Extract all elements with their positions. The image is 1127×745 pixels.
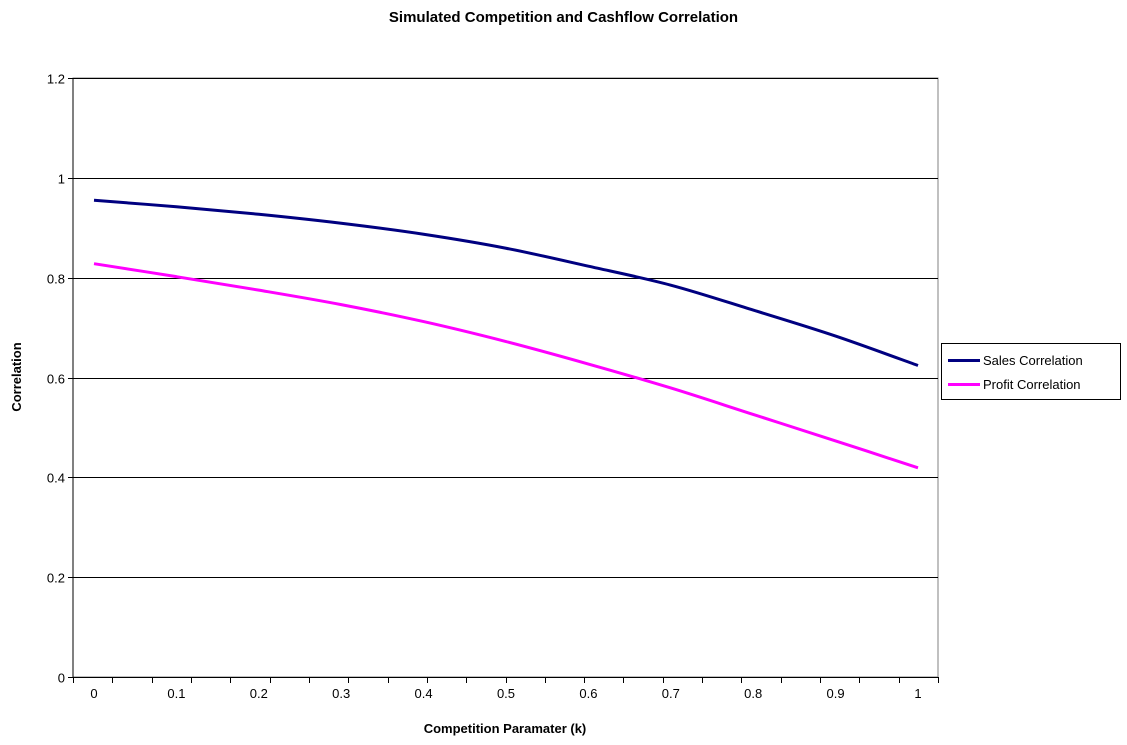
y-tick-label: 0.2 <box>47 571 65 586</box>
x-tick-label: 0 <box>90 686 97 701</box>
x-tick-label: 0.7 <box>662 686 680 701</box>
legend-label-profit: Profit Correlation <box>983 376 1081 392</box>
y-tick-label: 0.8 <box>47 272 65 287</box>
x-tick-label: 0.5 <box>497 686 515 701</box>
x-tick-label: 0.8 <box>744 686 762 701</box>
x-tick-label: 0.1 <box>167 686 185 701</box>
y-tick-label: 0 <box>58 671 65 686</box>
plot-area <box>72 77 939 678</box>
y-tick-label: 1.2 <box>47 72 65 87</box>
y-axis: 0 0.2 0.4 0.6 0.8 1 1.2 <box>47 72 74 686</box>
gridlines <box>73 78 938 578</box>
x-tick-label: 0.9 <box>827 686 845 701</box>
series-line-sales-correlation <box>93 198 919 367</box>
x-tick-label: 0.6 <box>579 686 597 701</box>
legend-item-profit: Profit Correlation <box>948 375 1081 393</box>
legend-swatch-sales <box>948 358 980 362</box>
legend-label-sales: Sales Correlation <box>983 352 1083 368</box>
y-tick-label: 0.6 <box>47 372 65 387</box>
x-tick-label: 1 <box>914 686 921 701</box>
y-tick-label: 0.4 <box>47 471 65 486</box>
x-tick-label: 0.4 <box>415 686 433 701</box>
legend-swatch-profit <box>948 382 980 386</box>
y-axis-title: Correlation <box>9 342 24 411</box>
x-axis: 0 0.1 0.2 0.3 0.4 0.5 0.6 0.7 0.8 0.9 1 <box>73 677 939 701</box>
series-line-profit-correlation <box>93 262 919 470</box>
x-axis-title: Competition Paramater (k) <box>424 721 587 736</box>
series-lines <box>93 198 919 470</box>
legend-item-sales: Sales Correlation <box>948 351 1083 369</box>
y-tick-label: 1 <box>58 172 65 187</box>
legend: Sales Correlation Profit Correlation <box>941 343 1121 400</box>
chart-title: Simulated Competition and Cashflow Corre… <box>388 9 739 26</box>
x-tick-label: 0.2 <box>250 686 268 701</box>
x-tick-label: 0.3 <box>332 686 350 701</box>
